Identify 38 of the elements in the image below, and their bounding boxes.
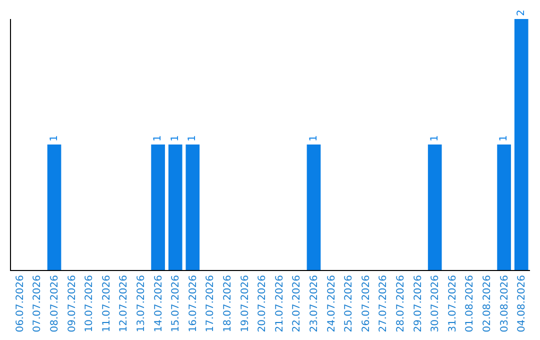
x-tick-label: 14.07.2026 bbox=[153, 275, 164, 332]
x-tick-label: 09.07.2026 bbox=[66, 275, 78, 332]
x-tick-label: 22.07.2026 bbox=[292, 275, 303, 332]
x-tick-label: 08.07.2026 bbox=[50, 275, 60, 332]
x-tick-label: 29.07.2026 bbox=[412, 275, 424, 332]
x-tick-label: 01.08.2026 bbox=[464, 275, 476, 332]
x-tick-label: 17.07.2026 bbox=[205, 275, 216, 332]
data-label: 2 bbox=[516, 10, 527, 16]
data-label: 1 bbox=[48, 135, 60, 142]
x-tick-label: 27.07.2026 bbox=[378, 275, 390, 332]
x-tick-label: 02.08.2026 bbox=[482, 275, 493, 332]
x-tick-label: 11.07.2026 bbox=[101, 275, 112, 332]
x-tick-label: 25.07.2026 bbox=[344, 275, 355, 332]
data-label: 1 bbox=[170, 135, 181, 142]
x-tick-label: 12.07.2026 bbox=[118, 275, 130, 332]
data-label: 1 bbox=[429, 135, 440, 142]
x-tick-label: 30.07.2026 bbox=[430, 275, 442, 332]
data-label: 1 bbox=[152, 135, 164, 142]
x-tick-label: 24.07.2026 bbox=[326, 275, 338, 332]
x-tick-label: 19.07.2026 bbox=[240, 275, 251, 332]
x-tick-label: 21.07.2026 bbox=[274, 275, 286, 332]
x-tick-label: 28.07.2026 bbox=[396, 275, 406, 332]
x-tick-label: 31.07.2026 bbox=[447, 275, 458, 332]
x-tick-label: 10.07.2026 bbox=[84, 275, 96, 332]
x-tick-label: 04.08.2026 bbox=[516, 275, 528, 332]
x-tick-label: 18.07.2026 bbox=[222, 275, 234, 332]
x-tick-label: 03.08.2026 bbox=[499, 275, 510, 332]
data-label: 1 bbox=[498, 135, 510, 142]
x-tick-label: 20.07.2026 bbox=[257, 275, 268, 332]
x-tick-label: 15.07.2026 bbox=[170, 275, 182, 332]
data-label: 1 bbox=[187, 135, 198, 142]
x-tick-label: 16.07.2026 bbox=[188, 275, 199, 332]
x-tick-label: 13.07.2026 bbox=[136, 275, 147, 332]
x-tick-label: 06.07.2026 bbox=[14, 275, 26, 332]
x-tick-label: 07.07.2026 bbox=[32, 275, 44, 332]
data-label: 1 bbox=[308, 135, 320, 142]
x-tick-label: 23.07.2026 bbox=[309, 275, 320, 332]
x-tick-label: 26.07.2026 bbox=[360, 275, 372, 332]
